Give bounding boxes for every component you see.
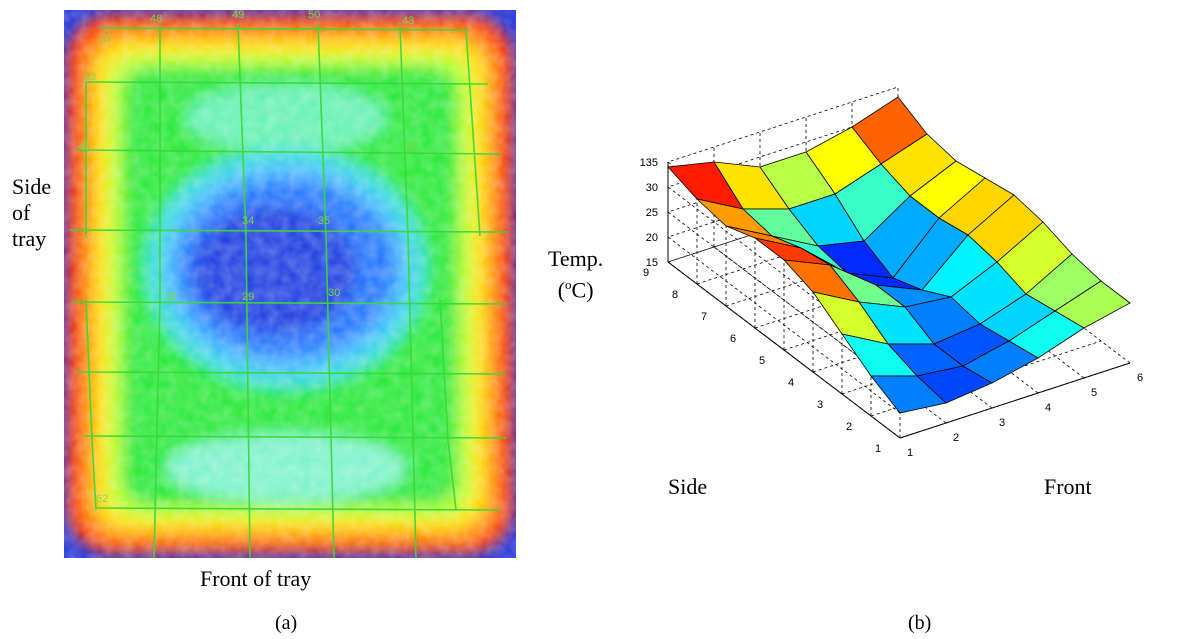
tick-label: 30	[646, 182, 658, 194]
side-of-tray-label: Side of tray	[12, 174, 51, 252]
sensor-labels: 48 49 50 37 33 43 45 36 34 35 28 29 30 6…	[78, 9, 442, 505]
sensor-grid	[69, 23, 509, 559]
thermal-image-panel: 48 49 50 37 33 43 45 36 34 35 28 29 30 6…	[64, 9, 516, 559]
side-axis-label: Side	[668, 474, 708, 499]
sensor-id: 6	[436, 485, 442, 497]
temp-label-line2: (oC)	[548, 272, 603, 303]
sensor-id: 48	[150, 13, 162, 25]
side-of-tray-line3: tray	[12, 226, 47, 251]
temp-unit: C)	[571, 277, 594, 303]
tick-label: 1	[875, 443, 881, 455]
tick-label: 9	[643, 267, 649, 279]
temp-label-line1: Temp.	[548, 246, 604, 271]
tick-label: 3	[999, 417, 1005, 429]
tick-label: 25	[646, 207, 658, 219]
side-of-tray-line2: of	[12, 200, 31, 225]
sensor-id: 43	[402, 15, 414, 27]
thermal-heatmap	[64, 10, 516, 558]
tick-label: 5	[1091, 387, 1097, 399]
sensor-id: 35	[318, 215, 330, 227]
sensor-id: 62	[96, 493, 108, 505]
tick-label: 3	[817, 399, 823, 411]
sensor-id: 33	[84, 71, 96, 83]
temp-degree: o	[565, 277, 572, 292]
tick-label: 15	[646, 257, 658, 269]
tick-label: 6	[1137, 372, 1143, 384]
sensor-id: 29	[242, 291, 254, 303]
tick-label: 1	[907, 447, 913, 459]
side-of-tray-line1: Side	[12, 174, 52, 199]
front-axis-label: Front	[1044, 474, 1092, 499]
sensor-id: 45	[78, 141, 90, 153]
tick-label: 135	[640, 157, 658, 169]
front-of-tray-label: Front of tray	[200, 566, 312, 591]
sensor-id: 36	[404, 141, 416, 153]
tick-label: 7	[701, 311, 707, 323]
tick-labels: 1 2 3 4 5 6 7 8 9 1 2 3 4 5 6 135 30 25 20 15	[640, 157, 1143, 459]
sensor-id: 28	[164, 291, 176, 303]
temp-paren-open: (	[557, 277, 566, 303]
tick-label: 2	[846, 421, 852, 433]
temp-axis-label: Temp. (oC)	[548, 246, 603, 303]
surface-patches	[667, 96, 1131, 414]
tick-label: 4	[788, 377, 794, 389]
sensor-id: 50	[308, 9, 320, 21]
surface-patch	[870, 375, 947, 414]
floor-gridline	[899, 362, 1131, 439]
tick-label: 6	[730, 333, 736, 345]
tick-label: 4	[1045, 402, 1051, 414]
tick-label: 20	[646, 232, 658, 244]
tick-label: 8	[672, 289, 678, 301]
sensor-id: 37	[100, 33, 112, 45]
sensor-id: 34	[242, 215, 254, 227]
sensor-id: 49	[232, 9, 244, 21]
tick-label: 5	[759, 355, 765, 367]
tick-label: 2	[953, 432, 959, 444]
caption-b: (b)	[908, 612, 932, 634]
sensor-id: 30	[328, 287, 340, 299]
caption-a: (a)	[275, 612, 298, 634]
